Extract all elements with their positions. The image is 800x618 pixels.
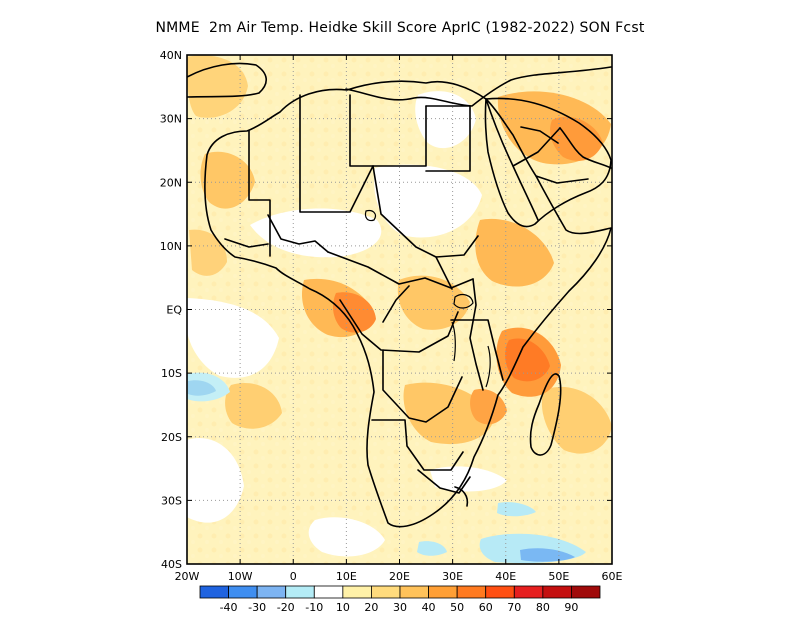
colorbar-swatch	[228, 585, 258, 599]
colorbar-swatch	[199, 585, 229, 599]
negative-skill-zone	[188, 380, 216, 396]
colorbar-label: 30	[393, 601, 407, 614]
negative-skill-zone	[520, 548, 575, 562]
axis-ticks: 20W 10W 0 10E 20E 30E 40E 50E 60E 40N 30N 20N 10N EQ 1…	[160, 49, 623, 583]
colorbar-label: -40	[220, 601, 238, 614]
border-line	[512, 127, 561, 167]
high-skill-zone	[333, 292, 376, 333]
longitude-tick-label: 40E	[495, 570, 516, 583]
colorbar-swatch	[428, 585, 458, 599]
colorbar-label: 40	[422, 601, 436, 614]
colorbar-label: -20	[277, 601, 295, 614]
longitude-tick-label: 50E	[548, 570, 569, 583]
negative-skill-zone	[417, 541, 447, 556]
border-line	[450, 319, 504, 381]
moderate-skill-zone	[200, 151, 255, 209]
colorbar-swatch	[542, 585, 572, 599]
mediterranean-coast	[345, 66, 612, 107]
low-skill-zone	[308, 517, 385, 557]
colorbar-label: 10	[336, 601, 350, 614]
latitude-tick-label: 40S	[161, 558, 182, 571]
colorbar-label: 90	[564, 601, 578, 614]
latitude-tick-label: 30S	[161, 494, 182, 507]
border-line	[454, 486, 469, 507]
high-skill-zone	[550, 116, 603, 161]
border-line	[382, 285, 410, 323]
colorbar-swatch	[571, 585, 601, 599]
border-line	[382, 349, 463, 423]
latitude-tick-label: 10N	[160, 240, 182, 253]
graticule-grid	[187, 55, 612, 564]
colorbar-label: 70	[507, 601, 521, 614]
longitude-tick-label: 30E	[442, 570, 463, 583]
latitude-tick-label: EQ	[166, 304, 182, 317]
low-skill-zone	[374, 164, 482, 238]
longitude-tick-label: 10W	[228, 570, 253, 583]
colorbar-swatch	[371, 585, 401, 599]
colorbar-label: -30	[248, 601, 266, 614]
moderate-skill-zone	[225, 383, 282, 429]
arabian-peninsula-coastline	[484, 97, 612, 228]
latitude-tick-label: 40N	[160, 49, 182, 62]
colorbar-swatch	[285, 585, 315, 599]
colorbar-label: 50	[450, 601, 464, 614]
border-line	[224, 238, 269, 248]
lakes	[364, 209, 491, 388]
colorbar-swatch	[456, 585, 487, 599]
latitude-tick-label: 20N	[160, 176, 182, 189]
low-skill-zone	[187, 298, 279, 378]
coastline-and-borders	[187, 62, 612, 528]
border-line	[248, 130, 271, 257]
border-line	[371, 419, 464, 471]
latitude-tick-label: 30N	[160, 113, 182, 126]
colorbar-swatch	[513, 585, 544, 599]
colorbar: -40 -30 -20 -10 10 20 30 40 50 60 70 80 90	[199, 585, 601, 614]
colorbar-label: 60	[479, 601, 493, 614]
border-line	[535, 175, 589, 184]
spain-outline	[187, 62, 267, 98]
border-line	[327, 251, 474, 289]
colorbar-swatch	[399, 585, 429, 599]
border-line	[435, 256, 453, 290]
negative-skill-zone	[497, 502, 536, 517]
africa-coastline	[204, 80, 612, 528]
border-line	[349, 94, 427, 167]
longitude-tick-label: 20W	[175, 570, 200, 583]
border-line	[425, 105, 471, 172]
low-skill-zone	[250, 208, 382, 258]
border-line	[372, 165, 479, 258]
longitude-tick-label: 20E	[389, 570, 410, 583]
persian-gulf-coast	[559, 127, 612, 169]
map-title: NMME 2m Air Temp. Heidke Skill Score Apr…	[155, 20, 645, 36]
low-skill-zone	[187, 437, 244, 523]
lake-victoria	[453, 293, 474, 309]
colorbar-label: -10	[305, 601, 323, 614]
latitude-tick-label: 20S	[161, 431, 182, 444]
border-line	[267, 214, 329, 253]
colorbar-swatch	[313, 585, 344, 599]
border-line	[339, 299, 459, 353]
latitude-tick-label: 10S	[161, 367, 182, 380]
lake-malawi	[485, 345, 491, 388]
longitude-tick-label: 10E	[336, 570, 357, 583]
border-line	[469, 278, 484, 391]
border-line	[299, 94, 374, 213]
colorbar-swatch	[342, 585, 372, 599]
longitude-tick-label: 0	[290, 570, 297, 583]
border-line	[417, 469, 471, 494]
high-skill-zone	[505, 338, 550, 382]
longitude-tick-label: 60E	[602, 570, 623, 583]
lake-tanganyika	[451, 321, 456, 362]
madagascar-coastline	[529, 373, 562, 456]
colorbar-swatch	[485, 585, 515, 599]
colorbar-swatch	[256, 585, 287, 599]
colorbar-label: 20	[364, 601, 378, 614]
colorbar-label: 80	[536, 601, 550, 614]
lake-chad	[364, 209, 377, 222]
moderate-skill-zone	[475, 218, 554, 287]
border-line	[520, 126, 559, 144]
